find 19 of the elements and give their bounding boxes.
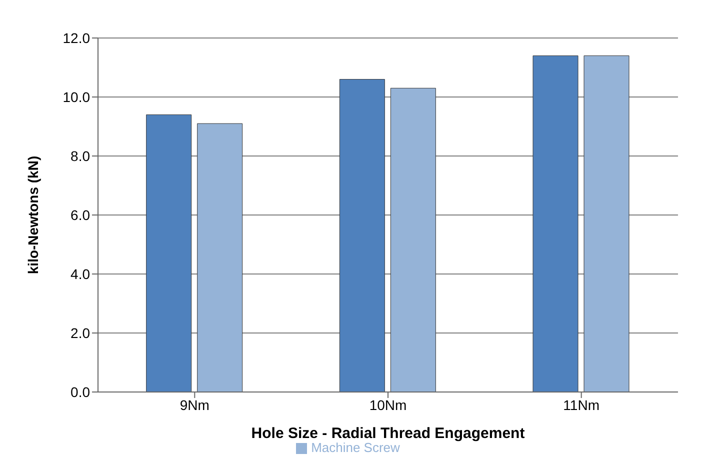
bar [339, 79, 385, 392]
bar [584, 55, 630, 392]
bar [146, 114, 192, 392]
y-tick-label: 12.0 [62, 30, 90, 46]
x-tick-label: 11Nm [563, 396, 600, 413]
x-tick-label: 9Nm [180, 396, 210, 413]
bar [532, 55, 578, 392]
y-tick-label: 10.0 [62, 88, 90, 105]
x-axis-title: Hole Size - Radial Thread Engagement [251, 425, 525, 442]
y-tick-label: 2.0 [70, 324, 90, 341]
bar [390, 88, 436, 392]
legend-label: Machine Screw [311, 440, 400, 455]
y-tick-label: 4.0 [70, 266, 90, 282]
y-tick-label: 8.0 [70, 148, 90, 164]
y-axis-title: kilo-Newtons (kN) [24, 156, 41, 274]
x-tick-label: 10Nm [369, 396, 407, 413]
y-tick-label: 0.0 [70, 384, 90, 400]
y-tick-label: 6.0 [70, 206, 90, 223]
bar [197, 123, 243, 392]
